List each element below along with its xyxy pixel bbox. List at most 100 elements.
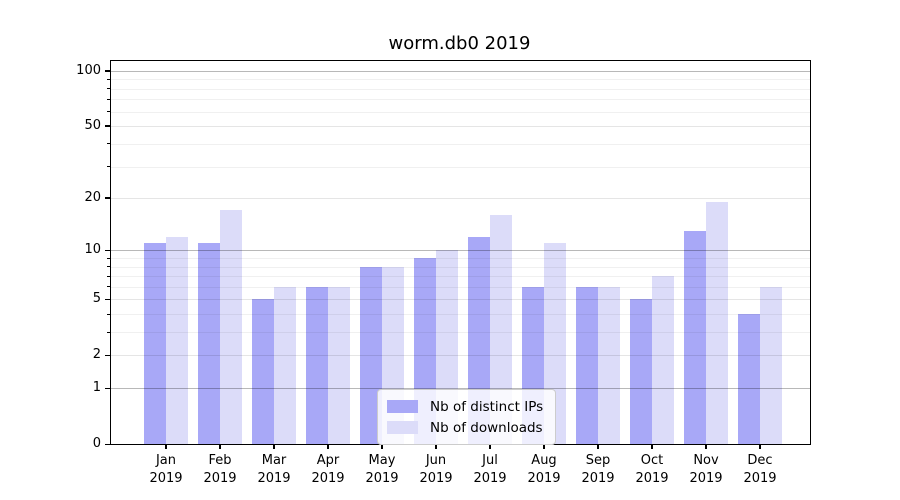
gridline-minor-4 — [111, 314, 810, 316]
y-minor-tick-8 — [106, 266, 110, 267]
gridline-minor-8 — [111, 266, 810, 268]
y-minor-tick-9 — [106, 257, 110, 259]
x-tick-mar — [273, 444, 275, 449]
bar-downloads-feb — [220, 210, 242, 444]
y-tick-label-20: 20 — [84, 190, 101, 205]
bar-distinct-ips-jan — [144, 243, 166, 444]
y-minor-tick-60 — [106, 111, 110, 113]
gridline-2 — [111, 355, 810, 357]
y-minor-tick-80 — [106, 88, 110, 90]
x-tick-label-dec: Dec 2019 — [730, 452, 790, 488]
y-tick-label-50: 50 — [84, 118, 101, 134]
bar-downloads-apr — [328, 286, 350, 444]
legend-label-downloads: Nb of downloads — [430, 419, 543, 436]
y-tick-2 — [104, 354, 110, 357]
x-tick-label-mar: Mar 2019 — [244, 452, 304, 488]
bar-distinct-ips-sep — [576, 286, 598, 444]
x-tick-label-jul: Jul 2019 — [460, 452, 520, 488]
bar-downloads-dec — [760, 286, 782, 444]
y-tick-label-5: 5 — [92, 291, 101, 307]
x-tick-label-nov: Nov 2019 — [676, 452, 736, 488]
y-minor-tick-70 — [106, 98, 110, 100]
x-tick-label-may: May 2019 — [352, 452, 412, 488]
y-minor-tick-4 — [106, 313, 110, 315]
x-tick-year-jul: 2019 — [473, 471, 507, 486]
legend-row-downloads: Nb of downloads — [387, 417, 543, 438]
y-minor-tick-3 — [106, 331, 110, 333]
bar-downloads-jan — [166, 236, 188, 444]
gridline-20 — [111, 198, 810, 199]
gridline-1 — [111, 388, 810, 390]
x-tick-label-jun: Jun 2019 — [406, 452, 466, 488]
bar-downloads-nov — [706, 201, 728, 444]
y-minor-tick-30 — [106, 166, 110, 167]
y-tick-1 — [104, 387, 110, 389]
x-tick-dec — [759, 444, 761, 449]
gridline-minor-3 — [111, 332, 810, 334]
gridline-5 — [111, 299, 810, 301]
x-tick-label-oct: Oct 2019 — [622, 452, 682, 488]
x-tick-label-feb: Feb 2019 — [190, 452, 250, 488]
y-tick-0 — [104, 443, 110, 446]
x-tick-jul — [489, 444, 491, 449]
x-tick-year-oct: 2019 — [635, 471, 669, 486]
bar-downloads-mar — [274, 286, 296, 444]
y-tick-20 — [104, 197, 110, 199]
bar-distinct-ips-apr — [306, 286, 328, 444]
gridline-minor-9 — [111, 258, 810, 259]
x-tick-year-apr: 2019 — [311, 471, 345, 486]
x-tick-label-jan: Jan 2019 — [136, 452, 196, 488]
gridline-minor-70 — [111, 99, 810, 101]
x-tick-year-jan: 2019 — [149, 471, 183, 486]
bar-downloads-sep — [598, 286, 620, 444]
bar-distinct-ips-dec — [738, 314, 760, 444]
bar-downloads-oct — [652, 276, 674, 444]
gridline-100 — [111, 70, 810, 72]
x-tick-aug — [543, 444, 545, 449]
gridline-50 — [111, 126, 810, 128]
legend-swatch-downloads — [387, 421, 418, 434]
bar-distinct-ips-nov — [684, 230, 706, 444]
x-tick-year-aug: 2019 — [527, 471, 561, 486]
y-tick-50 — [104, 125, 110, 127]
bar-distinct-ips-feb — [198, 243, 220, 444]
x-tick-year-feb: 2019 — [203, 471, 237, 486]
bar-distinct-ips-oct — [630, 299, 652, 444]
gridline-minor-30 — [111, 166, 810, 168]
x-tick-apr — [327, 444, 329, 449]
gridline-minor-90 — [111, 79, 810, 81]
y-minor-tick-90 — [106, 78, 110, 80]
gridline-minor-6 — [111, 286, 810, 288]
bar-distinct-ips-may — [360, 266, 382, 444]
y-tick-label-0: 0 — [92, 436, 101, 452]
chart-title: worm.db0 2019 — [388, 33, 531, 54]
x-tick-year-jun: 2019 — [419, 471, 453, 486]
x-tick-year-nov: 2019 — [689, 471, 723, 486]
gridline-10 — [111, 250, 810, 252]
legend-swatch-distinct-ips — [387, 400, 418, 413]
y-minor-tick-40 — [106, 143, 110, 145]
x-tick-label-aug: Aug 2019 — [514, 452, 574, 488]
x-tick-oct — [651, 444, 653, 449]
gridline-minor-7 — [111, 276, 810, 278]
legend-label-distinct-ips: Nb of distinct IPs — [430, 398, 544, 415]
x-tick-year-may: 2019 — [365, 471, 399, 486]
legend-row-distinct-ips: Nb of distinct IPs — [387, 396, 543, 417]
x-tick-year-mar: 2019 — [257, 471, 291, 486]
y-tick-label-100: 100 — [76, 62, 101, 78]
gridline-minor-80 — [111, 88, 810, 90]
x-tick-feb — [219, 444, 221, 449]
gridline-minor-60 — [111, 111, 810, 113]
x-tick-label-sep: Sep 2019 — [568, 452, 628, 488]
y-tick-label-2: 2 — [92, 347, 101, 363]
x-tick-sep — [597, 444, 599, 449]
legend: Nb of distinct IPs Nb of downloads — [377, 389, 557, 445]
bar-distinct-ips-mar — [252, 299, 274, 444]
x-tick-nov — [705, 444, 707, 449]
y-tick-100 — [104, 70, 110, 72]
x-tick-may — [381, 444, 383, 449]
x-tick-jan — [165, 444, 167, 449]
x-tick-jun — [435, 444, 437, 449]
y-minor-tick-7 — [106, 275, 110, 277]
